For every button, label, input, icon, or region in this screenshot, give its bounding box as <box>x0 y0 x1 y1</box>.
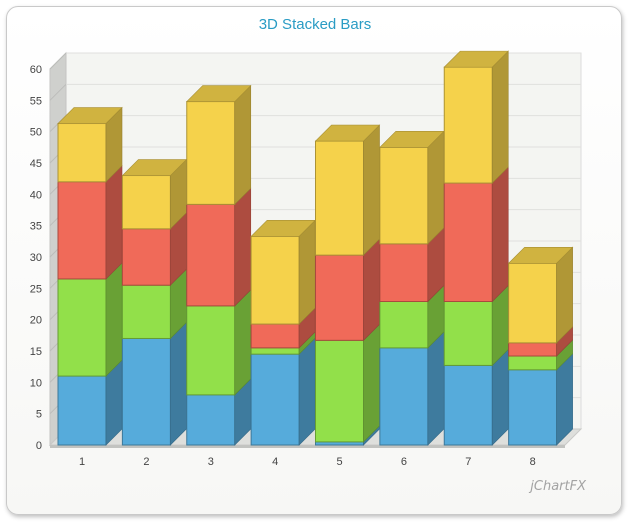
y-tick-label: 30 <box>30 252 42 264</box>
bar-segment-side <box>298 337 316 446</box>
y-tick-label: 40 <box>30 189 42 201</box>
bar-segment <box>443 182 493 302</box>
bar-segment <box>379 347 429 446</box>
bar-top <box>186 85 252 102</box>
bar-segment <box>508 355 558 371</box>
plot-floor-edge <box>50 445 565 448</box>
x-tick-label: 7 <box>465 456 471 468</box>
bar-segment <box>121 337 171 446</box>
y-tick-label: 20 <box>30 315 42 327</box>
x-tick-label: 2 <box>143 456 149 468</box>
bar-segment-side <box>427 130 445 245</box>
bar-segment <box>443 300 493 366</box>
gridline-side <box>49 83 67 101</box>
y-tick-label: 0 <box>36 440 42 452</box>
bar-segment <box>121 175 171 230</box>
bar-segment-side <box>234 84 252 206</box>
y-tick-label: 55 <box>30 95 42 107</box>
bar-segment <box>57 375 107 446</box>
y-tick-label: 35 <box>30 221 42 233</box>
bar-top <box>443 50 509 68</box>
bar-segment <box>186 203 236 307</box>
bar-segment-side <box>170 321 187 446</box>
y-tick-label: 45 <box>30 158 42 170</box>
bar-segment-side <box>363 124 380 256</box>
bar-segment-side <box>298 219 316 325</box>
bar-segment-side <box>491 348 509 446</box>
bar-segment-side <box>556 246 573 344</box>
bar-segment <box>315 140 364 256</box>
bar-segment <box>186 394 236 446</box>
x-tick-label: 1 <box>79 456 85 468</box>
y-tick-label: 5 <box>36 409 42 421</box>
bar-segment <box>508 342 558 357</box>
bar-top <box>314 124 381 142</box>
bar-segment <box>57 181 107 280</box>
bar-segment <box>508 262 558 344</box>
bar-segment <box>508 369 558 446</box>
bar-segment <box>186 101 236 205</box>
bar-segment <box>315 254 364 341</box>
bar-segment <box>443 364 493 446</box>
y-tick-label: 50 <box>30 127 42 139</box>
bar-segment-side <box>363 323 380 443</box>
bar-segment <box>443 66 493 184</box>
bar-segment-side <box>234 289 252 396</box>
bar-top <box>507 246 574 264</box>
bar-segment <box>315 339 364 443</box>
y-tick-label: 25 <box>30 283 42 295</box>
y-tick-label: 10 <box>30 377 42 389</box>
chart-title: 3D Stacked Bars <box>258 16 372 33</box>
bar-segment <box>250 323 300 349</box>
bar-segment-side <box>105 262 123 377</box>
bar-segment-side <box>234 187 252 307</box>
bar-top <box>57 107 123 124</box>
bar-segment <box>250 353 300 446</box>
x-tick-label: 3 <box>208 456 214 468</box>
bar-segment <box>250 347 300 355</box>
x-tick-label: 8 <box>530 456 536 468</box>
bar-segment <box>121 228 171 286</box>
x-tick-label: 4 <box>272 456 278 468</box>
bar-segment <box>250 235 300 325</box>
bar-segment <box>379 300 429 349</box>
jchartfx-watermark: jChartFX <box>530 479 586 494</box>
bar-segment-side <box>491 166 509 303</box>
bar-segment-side <box>363 238 380 342</box>
y-tick-label: 15 <box>30 346 42 358</box>
x-tick-label: 6 <box>401 456 407 468</box>
bar-segment <box>379 243 429 302</box>
bar-segment <box>57 278 107 377</box>
bar-segment <box>186 305 236 396</box>
bar-segment <box>57 123 107 183</box>
bar-segment-side <box>105 165 123 280</box>
bar-segment-side <box>491 50 509 184</box>
bar-segment-side <box>427 331 445 446</box>
bar-segment <box>121 284 171 339</box>
y-tick-label: 60 <box>30 64 42 76</box>
gridline-side <box>49 52 67 70</box>
bar-segment <box>379 146 429 245</box>
x-tick-label: 5 <box>336 456 342 468</box>
